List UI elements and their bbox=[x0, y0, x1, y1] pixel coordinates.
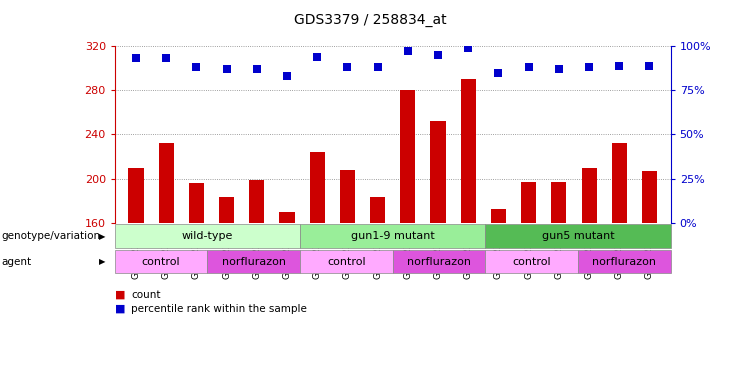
Point bbox=[432, 52, 444, 58]
Text: control: control bbox=[327, 257, 366, 266]
Point bbox=[311, 54, 323, 60]
Bar bbox=[491, 210, 506, 223]
Text: percentile rank within the sample: percentile rank within the sample bbox=[131, 304, 307, 314]
Point bbox=[221, 66, 233, 72]
Point bbox=[190, 64, 202, 70]
Text: ■: ■ bbox=[115, 304, 125, 314]
Bar bbox=[431, 121, 445, 223]
Text: ■: ■ bbox=[115, 290, 125, 300]
Bar bbox=[370, 197, 385, 223]
Bar bbox=[219, 197, 234, 223]
Bar bbox=[461, 79, 476, 223]
Point bbox=[462, 45, 474, 51]
Bar bbox=[521, 182, 536, 223]
Text: control: control bbox=[512, 257, 551, 266]
Bar bbox=[128, 167, 144, 223]
Bar bbox=[612, 143, 627, 223]
Text: control: control bbox=[142, 257, 181, 266]
Text: norflurazon: norflurazon bbox=[592, 257, 657, 266]
Point bbox=[493, 70, 505, 76]
Bar bbox=[249, 180, 265, 223]
Text: gun5 mutant: gun5 mutant bbox=[542, 231, 614, 241]
Text: norflurazon: norflurazon bbox=[407, 257, 471, 266]
Point bbox=[553, 66, 565, 72]
Bar bbox=[189, 183, 204, 223]
Point bbox=[583, 64, 595, 70]
Bar bbox=[159, 143, 173, 223]
Bar bbox=[279, 212, 295, 223]
Point bbox=[281, 73, 293, 79]
Text: agent: agent bbox=[1, 257, 32, 266]
Point bbox=[342, 64, 353, 70]
Text: gun1-9 mutant: gun1-9 mutant bbox=[350, 231, 435, 241]
Point bbox=[522, 64, 534, 70]
Text: norflurazon: norflurazon bbox=[222, 257, 286, 266]
Point bbox=[130, 55, 142, 61]
Point bbox=[402, 48, 413, 55]
Text: wild-type: wild-type bbox=[182, 231, 233, 241]
Point bbox=[614, 63, 625, 69]
Text: GDS3379 / 258834_at: GDS3379 / 258834_at bbox=[294, 13, 447, 27]
Text: genotype/variation: genotype/variation bbox=[1, 231, 101, 241]
Bar bbox=[400, 90, 416, 223]
Bar bbox=[642, 171, 657, 223]
Bar bbox=[551, 182, 566, 223]
Bar bbox=[582, 167, 597, 223]
Point bbox=[643, 63, 655, 69]
Text: ▶: ▶ bbox=[99, 257, 106, 266]
Bar bbox=[310, 152, 325, 223]
Text: ▶: ▶ bbox=[99, 232, 106, 241]
Bar bbox=[340, 170, 355, 223]
Point bbox=[251, 66, 263, 72]
Text: count: count bbox=[131, 290, 161, 300]
Point bbox=[160, 55, 172, 61]
Point bbox=[372, 64, 384, 70]
